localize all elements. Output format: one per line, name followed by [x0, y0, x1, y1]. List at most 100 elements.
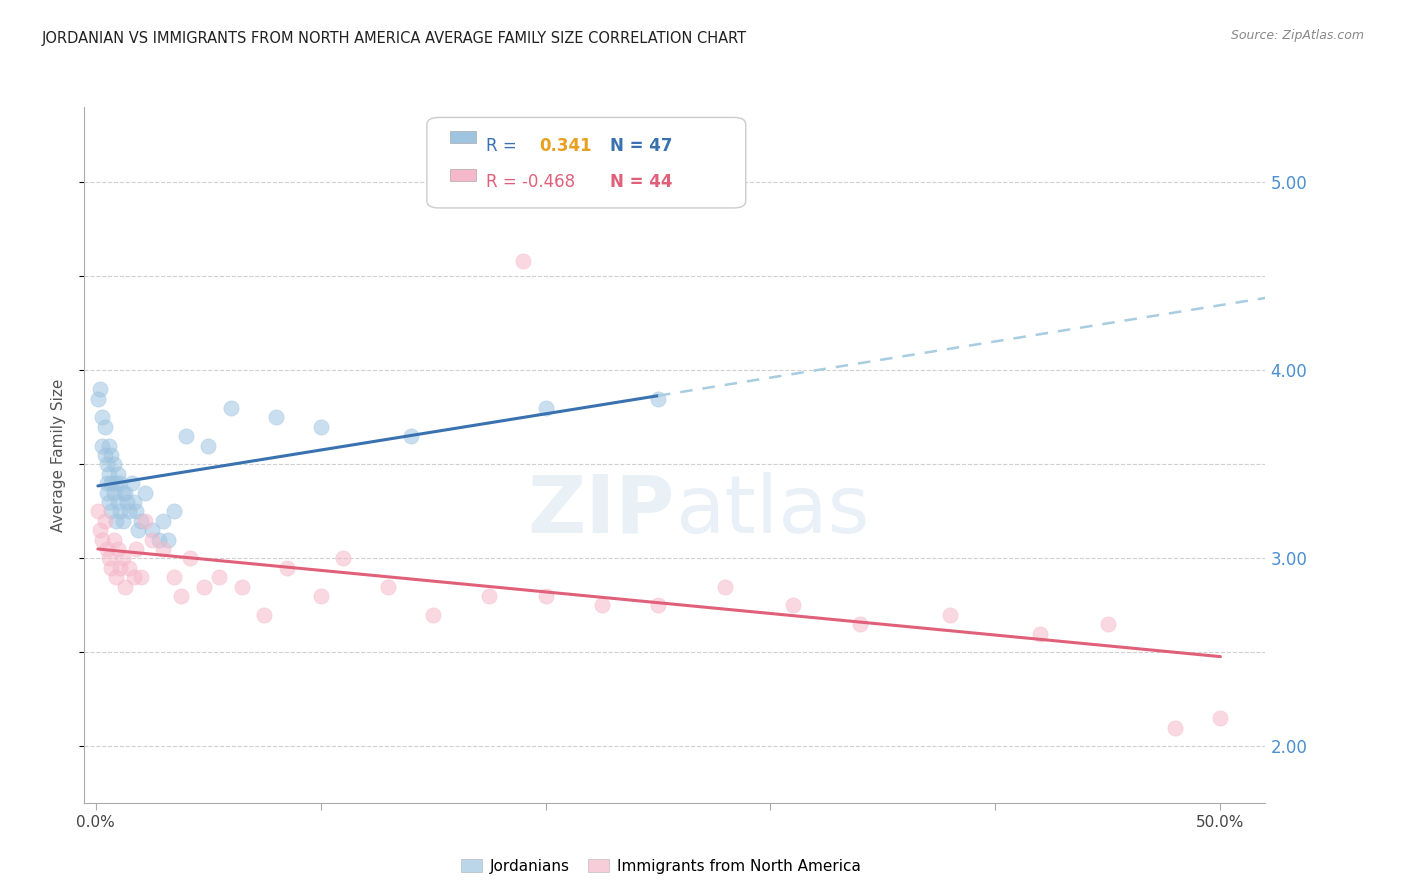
Point — [104, 570, 127, 584]
Point — [422, 607, 444, 622]
Point — [231, 580, 253, 594]
Point — [96, 541, 118, 556]
Text: R =: R = — [486, 137, 516, 155]
Point — [96, 476, 118, 491]
Point — [121, 476, 143, 491]
Point — [647, 599, 669, 613]
Point — [100, 476, 122, 491]
Point — [129, 570, 152, 584]
Point — [103, 533, 125, 547]
Point — [129, 514, 152, 528]
Point — [104, 514, 127, 528]
Point — [103, 485, 125, 500]
Point — [156, 533, 179, 547]
FancyBboxPatch shape — [450, 169, 477, 181]
Point — [134, 514, 156, 528]
Point — [193, 580, 215, 594]
Point — [114, 485, 136, 500]
Point — [208, 570, 231, 584]
Y-axis label: Average Family Size: Average Family Size — [51, 378, 66, 532]
Point — [98, 467, 121, 481]
Point — [163, 570, 186, 584]
Point — [219, 401, 242, 415]
Text: 0.341: 0.341 — [538, 137, 592, 155]
Point — [100, 504, 122, 518]
Point — [179, 551, 201, 566]
Point — [98, 551, 121, 566]
Point — [91, 533, 114, 547]
Text: JORDANIAN VS IMMIGRANTS FROM NORTH AMERICA AVERAGE FAMILY SIZE CORRELATION CHART: JORDANIAN VS IMMIGRANTS FROM NORTH AMERI… — [42, 31, 748, 46]
Point — [127, 523, 149, 537]
Point — [93, 419, 115, 434]
Point — [100, 448, 122, 462]
FancyBboxPatch shape — [450, 131, 477, 144]
Point — [107, 467, 129, 481]
Point — [1209, 711, 1232, 725]
Point — [93, 448, 115, 462]
Point — [89, 382, 111, 396]
Text: ZIP: ZIP — [527, 472, 675, 549]
Text: N = 47: N = 47 — [610, 137, 672, 155]
Point — [98, 495, 121, 509]
Point — [197, 438, 219, 452]
Point — [399, 429, 422, 443]
Point — [87, 392, 110, 406]
Point — [148, 533, 170, 547]
Point — [87, 504, 110, 518]
Point — [96, 485, 118, 500]
FancyBboxPatch shape — [427, 118, 745, 208]
Point — [125, 504, 148, 518]
Point — [309, 589, 332, 603]
Text: atlas: atlas — [675, 472, 869, 549]
Point — [782, 599, 804, 613]
Text: Source: ZipAtlas.com: Source: ZipAtlas.com — [1230, 29, 1364, 42]
Point — [377, 580, 399, 594]
Point — [114, 580, 136, 594]
Point — [170, 589, 193, 603]
Point — [103, 458, 125, 472]
Point — [534, 401, 557, 415]
Point — [118, 504, 141, 518]
Point — [152, 514, 174, 528]
Point — [253, 607, 276, 622]
Point — [1097, 617, 1119, 632]
Point — [107, 495, 129, 509]
Point — [174, 429, 197, 443]
Point — [849, 617, 872, 632]
Point — [122, 570, 145, 584]
Point — [141, 523, 163, 537]
Point — [591, 599, 613, 613]
Point — [276, 560, 298, 574]
Point — [1029, 626, 1052, 640]
Legend: Jordanians, Immigrants from North America: Jordanians, Immigrants from North Americ… — [454, 853, 868, 880]
Point — [939, 607, 962, 622]
Point — [89, 523, 111, 537]
Point — [107, 541, 129, 556]
Point — [110, 476, 132, 491]
Point — [309, 419, 332, 434]
Point — [110, 560, 132, 574]
Point — [96, 458, 118, 472]
Point — [100, 560, 122, 574]
Point — [91, 438, 114, 452]
Point — [111, 485, 134, 500]
Point — [111, 514, 134, 528]
Point — [141, 533, 163, 547]
Point — [478, 589, 501, 603]
Point — [104, 476, 127, 491]
Point — [332, 551, 354, 566]
Point — [134, 485, 156, 500]
Point — [118, 560, 141, 574]
Point — [111, 551, 134, 566]
Point — [264, 410, 287, 425]
Point — [122, 495, 145, 509]
Point — [647, 392, 669, 406]
Point — [163, 504, 186, 518]
Point — [1164, 721, 1187, 735]
Text: R = -0.468: R = -0.468 — [486, 173, 575, 191]
Point — [93, 514, 115, 528]
Text: N = 44: N = 44 — [610, 173, 672, 191]
Point — [110, 504, 132, 518]
Point — [152, 541, 174, 556]
Point — [534, 589, 557, 603]
